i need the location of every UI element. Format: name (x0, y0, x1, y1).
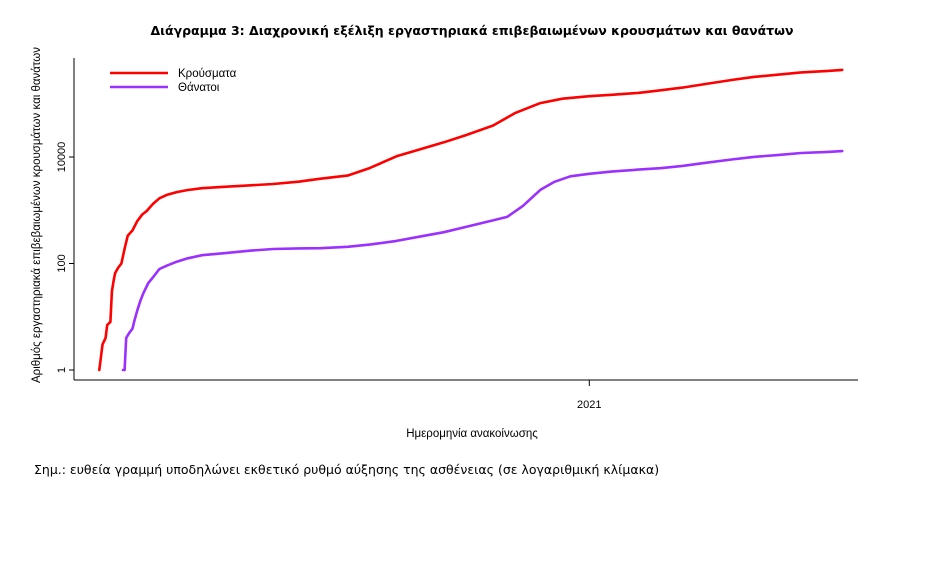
y-tick-label: 10000 (56, 142, 68, 173)
legend-label-1: Κρούσματα (178, 68, 237, 80)
chart-axes: 1 100 10000 2021 (56, 58, 858, 411)
y-tick-label: 100 (56, 254, 68, 272)
x-tick-label: 2021 (577, 399, 601, 411)
chart-title: Διάγραμμα 3: Διαχρονική εξέλιξη εργαστηρ… (150, 23, 793, 38)
series-line-1 (98, 68, 844, 372)
y-axis-label: Αριθμός εργαστηριακά επιβεβαιωμένων κρου… (31, 47, 43, 383)
chart-footnote: Σημ.: ευθεία γραμμή υποδηλώνει εκθετικό … (34, 462, 660, 477)
x-axis-label: Ημερομηνία ανακοίνωσης (406, 428, 538, 440)
legend-label-2: Θάνατοι (178, 82, 220, 94)
chart-lines (98, 68, 844, 372)
chart-legend: Κρούσματα Θάνατοι (110, 68, 237, 94)
series-line-2 (121, 149, 844, 372)
y-tick-label: 1 (56, 367, 68, 373)
line-chart: Διάγραμμα 3: Διαχρονική εξέλιξη εργαστηρ… (31, 23, 858, 440)
